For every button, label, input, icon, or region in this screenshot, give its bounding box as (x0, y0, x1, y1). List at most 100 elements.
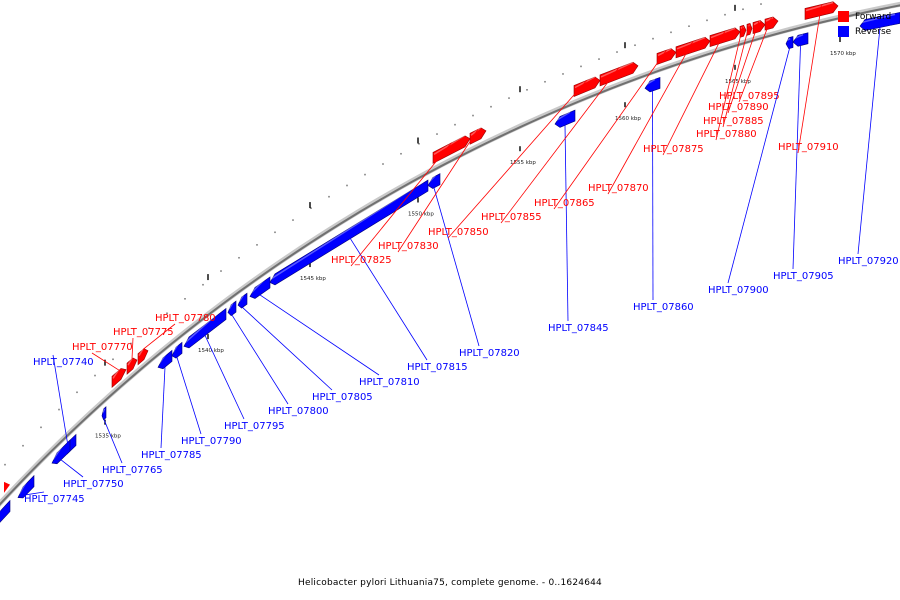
label-leader (142, 323, 176, 350)
gene-label: HPLT_07890 (708, 102, 769, 113)
gene-label: HPLT_07905 (773, 271, 834, 282)
tick-label: 1550 kbp (408, 212, 434, 218)
tick-label: 1545 kbp (300, 276, 326, 282)
gene-label: HPLT_07785 (141, 450, 202, 461)
gene-label: HPLT_07875 (643, 144, 704, 155)
label-leader (433, 187, 480, 347)
label-leader (242, 307, 333, 391)
gene-label: HPLT_07850 (428, 227, 489, 238)
gene-label: HPLT_07780 (155, 313, 216, 324)
legend-forward: Forward (838, 9, 891, 24)
label-leader (131, 337, 134, 359)
gene-hplt-07770[interactable] (111, 365, 127, 389)
gene-hplt-07905[interactable] (792, 32, 809, 47)
legend-reverse-label: Reverse (855, 26, 892, 37)
label-leader (91, 352, 120, 371)
reverse-swatch (838, 26, 849, 37)
gene-label: HPLT_07880 (696, 129, 757, 140)
gene-label: HPLT_07750 (63, 479, 124, 490)
genome-title: Helicobacter pylori Lithuania75, complet… (298, 578, 602, 588)
gene-label: HPLT_07865 (534, 198, 595, 209)
label-leader (500, 67, 620, 224)
label-leader (103, 419, 123, 464)
label-leader (52, 354, 70, 453)
gene-label: HPLT_07830 (378, 241, 439, 252)
gene-hplt-07805[interactable] (237, 292, 248, 309)
gene-hplt-07795[interactable] (183, 307, 227, 349)
gene-hplt-07830[interactable] (469, 126, 487, 145)
gene-hplt-07780[interactable] (137, 346, 149, 366)
gene-edge-left[interactable] (0, 499, 11, 528)
gene-label: HPLT_07740 (33, 357, 94, 368)
gene-label: HPLT_07800 (268, 406, 329, 417)
label-leader (447, 79, 588, 239)
label-leader (727, 20, 760, 114)
gene-hplt-07765[interactable] (101, 406, 107, 421)
label-leader (564, 125, 569, 322)
label-leader (662, 30, 726, 156)
gene-label: HPLT_07825 (331, 255, 392, 266)
forward-swatch (838, 11, 849, 22)
label-leader (722, 23, 750, 128)
label-leader (204, 335, 245, 420)
gene-hplt-07860[interactable] (644, 76, 661, 93)
gene-label: HPLT_07885 (703, 116, 764, 127)
gene-hplt-07910[interactable] (804, 1, 839, 20)
gene-hplt-07815[interactable] (269, 179, 429, 286)
gene-hplt-07920[interactable] (859, 12, 900, 31)
gene-label: HPLT_07910 (778, 142, 839, 153)
label-leader (738, 17, 772, 103)
gene-hplt-07820[interactable] (427, 173, 441, 189)
gene-hplt-07875[interactable] (709, 27, 741, 47)
label-leader (792, 45, 801, 270)
gene-label: HPLT_07870 (588, 183, 649, 194)
legend-reverse: Reverse (838, 24, 891, 39)
gene-hplt-07745[interactable] (17, 474, 35, 499)
gene-label: HPLT_07815 (407, 362, 468, 373)
gene-labels: HPLT_07740 HPLT_07745 HPLT_07750 HPLT_07765… (24, 4, 899, 505)
gene-hplt-07870[interactable] (675, 36, 711, 59)
gene-label: HPLT_07920 (838, 256, 899, 267)
gene-hplt-07865[interactable] (656, 48, 677, 65)
gene-hplt-07890[interactable] (752, 20, 766, 34)
label-leader (715, 25, 744, 141)
gene-label: HPLT_07895 (719, 91, 780, 102)
gene-hplt-07800[interactable] (227, 300, 237, 317)
gene-label: HPLT_07900 (708, 285, 769, 296)
gene-edge-forward-fragment[interactable] (4, 481, 10, 493)
gene-hplt-07785[interactable] (157, 349, 173, 370)
label-leader (60, 459, 84, 478)
label-leader (176, 357, 202, 435)
tick-label: 1560 kbp (615, 116, 641, 122)
legend: Forward Reverse (838, 9, 891, 39)
gene-label: HPLT_07770 (72, 342, 133, 353)
label-leader (25, 491, 45, 496)
label-leader (553, 49, 667, 210)
gene-features (0, 1, 900, 528)
label-leader (348, 236, 428, 361)
tick-label: 1555 kbp (510, 160, 536, 166)
label-leader (857, 27, 881, 255)
gene-label: HPLT_07765 (102, 465, 163, 476)
label-leader (231, 314, 289, 405)
gene-hplt-07790[interactable] (171, 341, 183, 359)
gene-hplt-07750[interactable] (51, 439, 71, 465)
gene-label: HPLT_07845 (548, 323, 609, 334)
label-leader (797, 4, 822, 154)
gene-hplt-07900[interactable] (785, 36, 794, 50)
gene-label: HPLT_07855 (481, 212, 542, 223)
gene-label: HPLT_07820 (459, 348, 520, 359)
gene-label: HPLT_07805 (312, 392, 373, 403)
gene-label: HPLT_07810 (359, 377, 420, 388)
label-leader (397, 129, 479, 253)
gene-label: HPLT_07745 (24, 494, 85, 505)
label-leader (652, 91, 654, 301)
tick-label: 1535 kbp (95, 434, 121, 440)
gene-hplt-07845[interactable] (554, 109, 576, 128)
label-leader (607, 40, 694, 195)
legend-forward-label: Forward (855, 11, 892, 22)
label-leader (160, 367, 166, 449)
label-leader (727, 48, 790, 284)
genome-backbone (0, 1, 900, 507)
